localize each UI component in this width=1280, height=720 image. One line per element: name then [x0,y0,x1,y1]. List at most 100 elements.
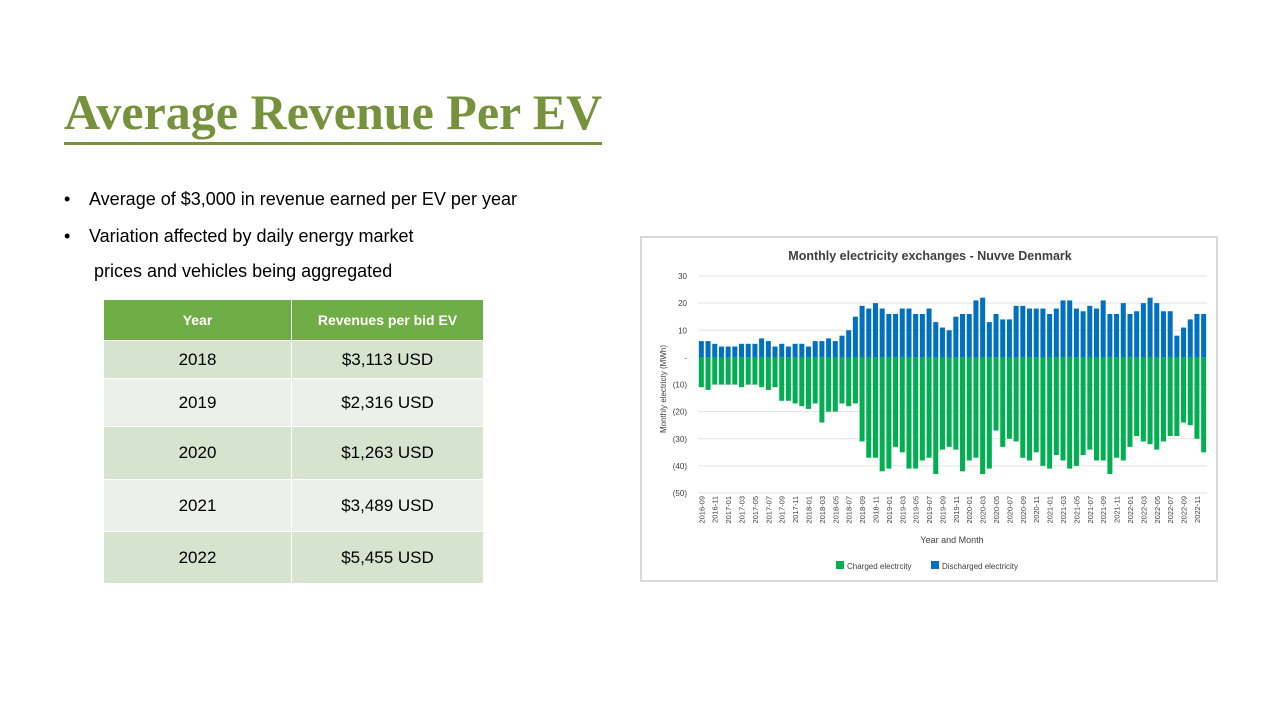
bar-charged [752,357,758,385]
bar-charged [986,357,992,469]
x-tick-label: 2021-09 [1099,496,1108,524]
x-axis-label: Year and Month [920,535,983,545]
bar-charged [779,357,785,401]
bar-charged [859,357,865,442]
bar-charged [1013,357,1019,442]
bar-charged [1060,357,1066,461]
bar-discharged [1134,311,1140,358]
y-tick-label: (50) [673,489,688,498]
bar-charged [966,357,972,461]
x-tick-label: 2019-07 [925,496,934,524]
x-tick-label: 2022-05 [1153,496,1162,524]
bullet-dot: • [64,226,71,246]
bar-discharged [939,327,945,358]
bar-charged [832,357,838,412]
chart-title: Monthly electricity exchanges - Nuvve De… [788,249,1071,263]
bar-discharged [1154,303,1160,358]
bar-charged [812,357,818,404]
bar-discharged [872,303,878,358]
x-tick-label: 2020-03 [979,496,988,524]
bar-charged [906,357,912,469]
bar-discharged [1080,311,1086,358]
y-tick-label: (20) [673,408,688,417]
bar-charged [1033,357,1039,453]
bar-discharged [1040,308,1046,358]
bar-charged [739,357,745,388]
bar-charged [899,357,905,453]
x-tick-label: 2022-03 [1139,496,1148,524]
x-tick-label: 2018-09 [858,496,867,524]
bar-charged [785,357,791,401]
x-tick-label: 2017-11 [791,496,800,523]
bar-discharged [1167,311,1173,358]
bar-charged [765,357,771,390]
bar-charged [1134,357,1140,437]
x-tick-label: 2019-11 [952,496,961,523]
y-tick-label: (40) [673,462,688,471]
revenue-cell: $3,113 USD [291,340,484,379]
x-tick-label: 2016-11 [711,496,720,523]
year-cell: 2020 [103,426,292,480]
year-cell: 2022 [103,531,292,584]
bar-discharged [1120,303,1126,358]
bar-discharged [1114,313,1120,358]
bar-charged [926,357,932,458]
bar-discharged [893,313,899,358]
bar-charged [826,357,832,412]
bullet-text-continuation: prices and vehicles being aggregated [94,261,393,281]
bar-charged [1127,357,1133,447]
bar-charged [919,357,925,461]
bar-discharged [745,343,751,358]
y-tick-label: - [684,353,687,362]
bar-discharged [705,341,711,358]
bar-discharged [1087,305,1093,358]
bar-discharged [1013,305,1019,358]
x-tick-label: 2019-03 [898,496,907,524]
bar-charged [960,357,966,472]
bar-discharged [1174,335,1180,358]
bar-discharged [725,346,731,358]
bar-discharged [759,338,765,358]
bar-discharged [1060,300,1066,358]
bar-charged [1201,357,1207,453]
bar-charged [725,357,731,385]
bar-discharged [1160,311,1166,358]
bar-discharged [765,341,771,358]
table-row: 2019 $2,316 USD [103,378,484,427]
x-tick-label: 2017-01 [724,496,733,524]
bar-charged [1040,357,1046,466]
bar-charged [1020,357,1026,458]
bar-discharged [812,341,818,358]
bar-discharged [846,330,852,358]
x-tick-label: 2020-11 [1032,496,1041,523]
bar-charged [1073,357,1079,466]
bar-discharged [933,322,939,358]
x-tick-label: 2017-03 [738,496,747,524]
year-cell: 2018 [103,340,292,379]
bar-discharged [739,343,745,358]
bar-charged [1047,357,1053,469]
bar-charged [846,357,852,407]
bar-charged [839,357,845,404]
legend-swatch-discharged [931,561,939,569]
y-axis-label: Monthly electricty (MWh) [659,345,668,433]
bar-charged [973,357,979,458]
bar-discharged [899,308,905,358]
x-tick-label: 2022-09 [1180,496,1189,524]
table-row: 2020 $1,263 USD [103,426,484,480]
column-header-year: Year [103,299,292,341]
bar-discharged [1027,308,1033,358]
revenue-cell: $1,263 USD [291,426,484,480]
bar-discharged [732,346,738,358]
bar-charged [946,357,952,447]
bar-charged [866,357,872,458]
x-tick-label: 2017-07 [764,496,773,524]
bar-discharged [1067,300,1073,358]
bar-charged [759,357,765,388]
x-tick-label: 2021-11 [1113,496,1122,523]
revenue-table: Year Revenues per bid EV 2018 $3,113 USD… [103,299,484,584]
bar-discharged [1187,319,1193,358]
bar-charged [1087,357,1093,450]
bar-discharged [799,343,805,358]
bar-charged [1187,357,1193,426]
